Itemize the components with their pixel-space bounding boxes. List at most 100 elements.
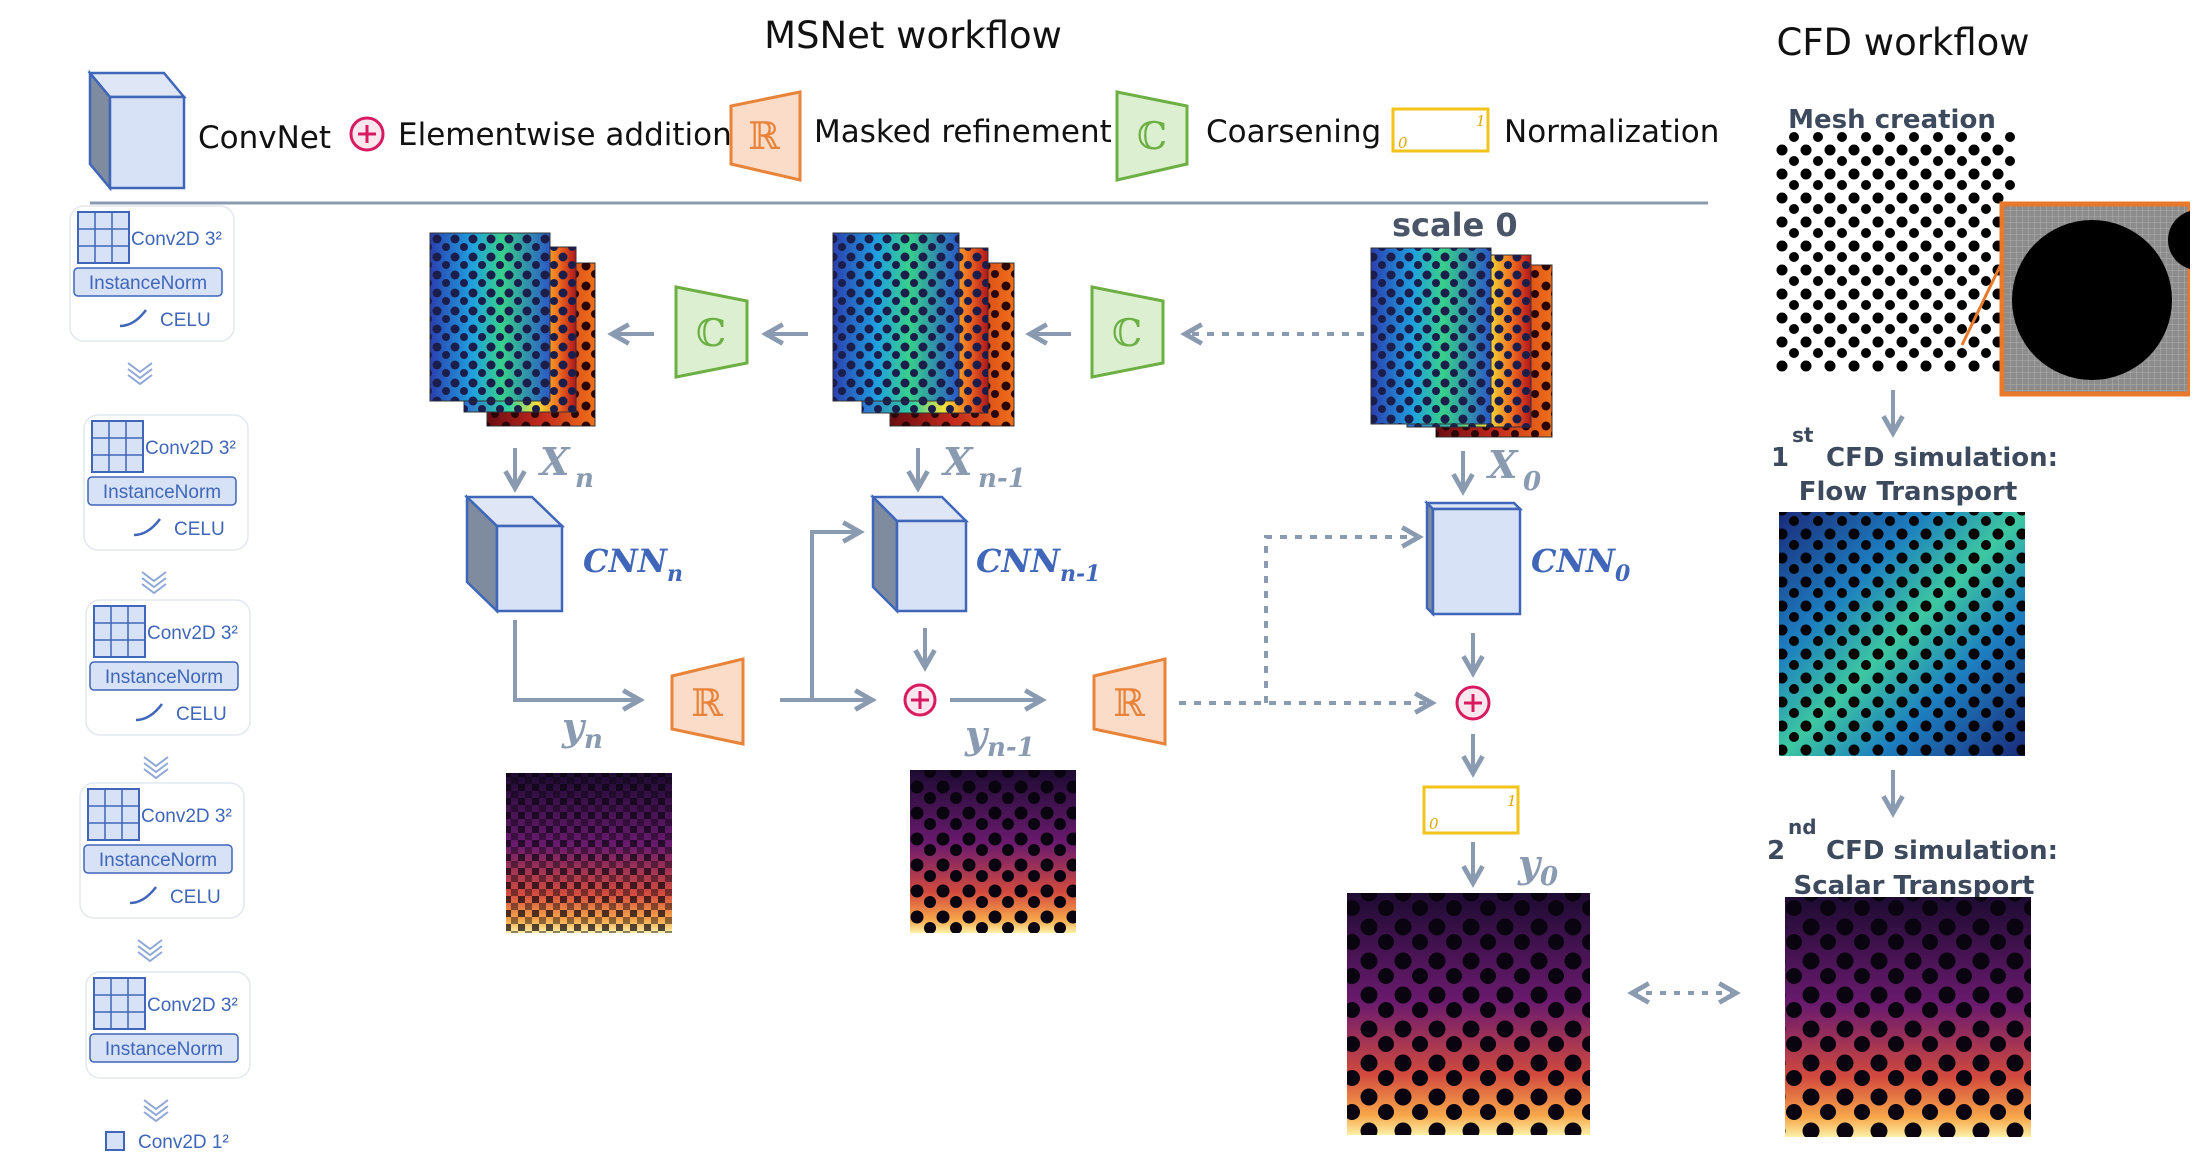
normalization-box: 0 1: [1422, 785, 1520, 835]
plus-node-1: [903, 683, 937, 717]
svg-text:CNN: CNN: [583, 542, 669, 580]
svg-text:n-1: n-1: [978, 464, 1026, 494]
svg-text:X: X: [538, 439, 571, 484]
conv-grid-icon: [91, 420, 144, 473]
masked-legend-label: Masked refinement: [814, 114, 1112, 150]
conv-grid-icon: [93, 605, 146, 658]
svg-text:n-1: n-1: [1060, 561, 1100, 587]
cnn-n-1-label: CNN n-1: [976, 542, 1100, 587]
svg-text:CNN: CNN: [976, 542, 1062, 580]
svg-text:0: 0: [1615, 561, 1631, 587]
refine-legend-icon: ℝ: [729, 90, 802, 182]
refine-legend-symbol: ℝ: [748, 114, 780, 158]
mesh-creation-label: Mesh creation: [1788, 105, 1996, 135]
input-field-stack-0: [1370, 247, 1553, 438]
block-conv-label: Conv2D 3²: [131, 229, 222, 250]
scale-0-label: scale 0: [1392, 206, 1518, 244]
svg-text:n-1: n-1: [987, 733, 1035, 763]
chevron-down-icon: [143, 756, 169, 780]
cnn-n-label: CNN n: [583, 542, 683, 587]
svg-text:n: n: [575, 464, 594, 494]
svg-text:X: X: [1486, 442, 1519, 487]
cnn-0-cube: [1423, 499, 1524, 618]
norm-box-low: 0: [1429, 815, 1439, 833]
coarsening-legend-label: Coarsening: [1206, 114, 1381, 150]
refine-1-symbol: ℝ: [691, 681, 723, 725]
celu-curve-icon: [119, 309, 147, 328]
flow-field-image: [1779, 512, 2025, 756]
svg-text:y: y: [964, 712, 990, 757]
block-conv-label: Conv2D 3²: [141, 806, 232, 827]
block-norm-label: InstanceNorm: [105, 1039, 223, 1060]
conv-grid-icon: [93, 977, 146, 1030]
convnet-block-5: Conv2D 3² InstanceNorm: [85, 971, 251, 1079]
conv-grid-icon: [87, 788, 140, 841]
block-conv-label: Conv2D 3²: [147, 623, 238, 644]
elementwise-legend-label: Elementwise addition: [398, 117, 732, 153]
chevron-down-icon: [137, 939, 163, 963]
y-n-label: y n: [561, 704, 603, 755]
svg-text:Flow Transport: Flow Transport: [1799, 477, 2018, 507]
msnet-title: MSNet workflow: [764, 14, 1062, 57]
block-conv1x1-label: Conv2D 1²: [138, 1132, 229, 1152]
coarsen-legend-icon: ℂ: [1115, 90, 1189, 182]
svg-text:y: y: [1517, 841, 1543, 886]
coarsen-2-symbol: ℂ: [1112, 311, 1142, 355]
x-n-1-label: X n-1: [941, 439, 1026, 494]
svg-text:nd: nd: [1788, 815, 1817, 839]
convnet-legend-label: ConvNet: [198, 120, 331, 156]
input-down-arrows: [503, 448, 1475, 496]
svg-text:y: y: [561, 704, 587, 749]
sim2-label: 2 nd CFD simulation: Scalar Transport: [1767, 815, 2058, 901]
coarsen-1-symbol: ℂ: [696, 311, 726, 355]
chevron-down-icon: [143, 1099, 169, 1123]
block-norm-label: InstanceNorm: [105, 667, 223, 688]
conv-grid-icon: [77, 211, 130, 264]
legend: ConvNet Elementwise addition ℝ Masked re…: [87, 69, 1719, 192]
convnet-block-4: Conv2D 3² InstanceNorm CELU: [79, 782, 245, 919]
celu-curve-icon: [135, 703, 163, 722]
refine-block-2: ℝ: [1092, 657, 1167, 746]
output-field-n-1: [910, 770, 1076, 933]
mesh-zoom-inset: [1960, 200, 2208, 400]
block-act-label: CELU: [174, 519, 225, 540]
block-norm-label: InstanceNorm: [99, 850, 217, 871]
sim1-label: 1 st CFD simulation: Flow Transport: [1771, 423, 2058, 507]
chevron-down-icon: [127, 362, 153, 386]
svg-text:CFD simulation:: CFD simulation:: [1826, 836, 2058, 866]
chevron-down-icon: [141, 571, 167, 595]
coarsen-legend-symbol: ℂ: [1137, 114, 1167, 158]
convnet-block-stack: Conv2D 3² InstanceNorm CELU Conv2D 3² Instan…: [69, 205, 251, 1152]
cnn-n-1-cube: [869, 493, 970, 615]
input-field-stack-n: [429, 232, 596, 427]
cfd-title: CFD workflow: [1776, 21, 2029, 64]
svg-text:0: 0: [1523, 467, 1541, 497]
output-field-n: [506, 773, 672, 933]
normalization-legend-label: Normalization: [1504, 114, 1719, 150]
block-conv-label: Conv2D 3²: [147, 995, 238, 1016]
block-act-label: CELU: [176, 704, 227, 725]
convnet-block-3: Conv2D 3² InstanceNorm CELU: [85, 599, 251, 736]
input-field-stack-n-1: [832, 232, 1015, 427]
coarsen-block-2: ℂ: [1090, 285, 1165, 379]
mesh-image: [1775, 132, 2015, 372]
convnet-block-1: Conv2D 3² InstanceNorm CELU: [69, 205, 235, 342]
norm-box-high: 1: [1507, 792, 1517, 810]
x-n-label: X n: [538, 439, 594, 494]
svg-text:n: n: [584, 725, 603, 755]
celu-curve-icon: [133, 518, 161, 537]
x-0-label: X 0: [1486, 442, 1541, 497]
svg-text:Scalar Transport: Scalar Transport: [1794, 871, 2035, 901]
block-conv1x1: Conv2D 1²: [105, 1131, 229, 1152]
norm-legend-high: 1: [1476, 112, 1486, 130]
svg-text:CNN: CNN: [1531, 542, 1617, 580]
norm-legend-icon: 0 1: [1391, 107, 1490, 153]
plus-node-2: [1455, 685, 1491, 721]
svg-text:CFD simulation:: CFD simulation:: [1826, 443, 2058, 473]
block-conv-label: Conv2D 3²: [145, 438, 236, 459]
svg-text:2: 2: [1767, 836, 1785, 866]
svg-text:st: st: [1792, 423, 1814, 447]
block-act-label: CELU: [160, 310, 211, 331]
convnet-legend-icon: [87, 69, 187, 192]
